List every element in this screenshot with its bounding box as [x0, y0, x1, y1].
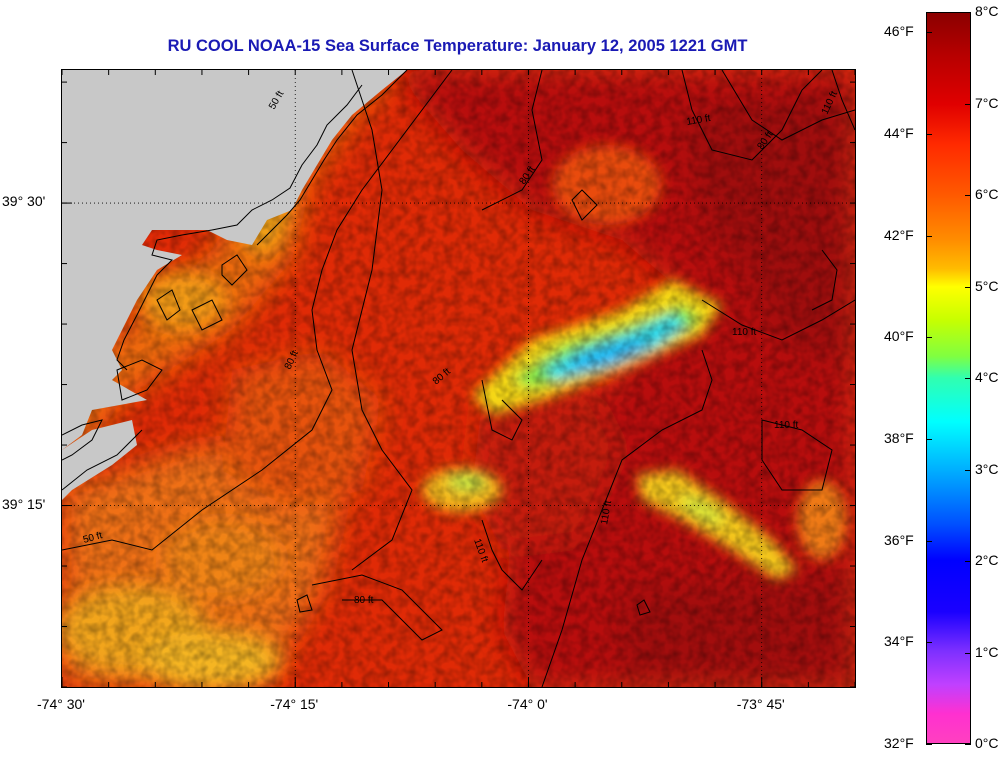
- map-title: RU COOL NOAA-15 Sea Surface Temperature:…: [167, 37, 748, 55]
- coastline-southern-tip: [62, 419, 103, 461]
- colorbar-f-tick: [926, 32, 932, 34]
- colorbar-fahrenheit-label: 38°F: [884, 430, 914, 446]
- marsh-outline-middle: [191, 299, 223, 331]
- colorbar-c-tick: [965, 652, 971, 654]
- coastline: [62, 70, 408, 491]
- axis-ticks: [62, 70, 855, 687]
- contour-50ft: [62, 70, 453, 551]
- colorbar-celsius-label: 4°C: [975, 369, 999, 385]
- colorbar-c-tick: [965, 286, 971, 288]
- colorbar-c-tick: [965, 12, 971, 13]
- colorbar-celsius-label: 2°C: [975, 552, 999, 568]
- colorbar-fahrenheit-label: 46°F: [884, 23, 914, 40]
- colorbar-f-tick: [926, 235, 932, 237]
- land-southern-tip: [62, 420, 137, 500]
- contour-label: 80 ft: [354, 595, 374, 606]
- bathymetry-contours: [62, 70, 855, 687]
- colorbar-celsius-label: 1°C: [975, 643, 999, 660]
- marsh-outline-north: [221, 254, 248, 286]
- colorbar-celsius-label: 7°C: [975, 94, 999, 111]
- contour-label: 50 ft: [82, 530, 104, 546]
- contour-110ft-east: [701, 299, 855, 341]
- coastline-bay: [116, 229, 213, 371]
- colorbar-f-tick: [926, 744, 932, 745]
- colorbar-f-tick: [926, 337, 932, 339]
- contour-80ft-central: [351, 70, 413, 571]
- contour-110ft-central: [481, 379, 523, 441]
- contour-80ft-north: [481, 70, 543, 211]
- coastline-south-shore: [62, 429, 143, 491]
- colorbar-c-tick: [965, 195, 971, 196]
- x-axis-label: -74° 30': [37, 696, 85, 712]
- sst-map-svg[interactable]: 80 ft 80 ft 80 ft 80 ft 80 ft 110 ft 110…: [62, 70, 855, 687]
- colorbar-fahrenheit-label: 40°F: [884, 328, 914, 345]
- x-axis-label: -74° 15': [270, 696, 319, 712]
- colorbar-fahrenheit-label: 42°F: [884, 226, 914, 243]
- colorbar-celsius-label: 6°C: [975, 186, 999, 202]
- contour-110ft-box-ne: [571, 189, 598, 221]
- contour-outline-small-2: [636, 599, 651, 616]
- land-mass: [62, 70, 407, 450]
- colorbar-c-tick: [965, 744, 971, 745]
- colorbar-celsius-label: 5°C: [975, 277, 999, 294]
- marsh-outline-south: [116, 359, 163, 401]
- colorbar-fahrenheit-label: 32°F: [884, 735, 914, 751]
- colorbar-f-tick: [926, 642, 932, 644]
- colorbar-celsius-label: 8°C: [975, 3, 999, 19]
- contour-80ft-northeast: [721, 70, 855, 141]
- contour-ne-edge: [831, 70, 855, 131]
- marsh-outline-bay-west: [156, 289, 181, 321]
- contour-110ft-north: [681, 70, 823, 161]
- colorbar-c-tick: [965, 469, 971, 471]
- x-axis-label: -74° 0': [507, 696, 548, 712]
- contour-label: 110 ft: [732, 327, 756, 338]
- colorbar-c-tick: [965, 378, 971, 379]
- colorbar-c-tick: [965, 561, 971, 562]
- contour-label: 110 ft: [599, 499, 614, 525]
- contour-offshore-east: [811, 249, 838, 311]
- coastline-inner: [211, 84, 363, 231]
- colorbar-c-tick: [965, 103, 971, 105]
- colorbar-f-tick: [926, 439, 932, 440]
- colorbar-celsius-label: 3°C: [975, 460, 999, 477]
- x-axis-label: -73° 45': [736, 696, 785, 712]
- contour-80ft-west: [311, 574, 443, 641]
- coastline-barrier-island: [256, 70, 408, 246]
- colorbar-fahrenheit-label: 34°F: [884, 633, 914, 650]
- contour-110ft-shelf: [541, 349, 713, 687]
- contour-label: 110 ft: [774, 420, 798, 431]
- colorbar-f-tick: [926, 134, 932, 135]
- colorbar-f-tick: [926, 540, 932, 542]
- colorbar-fahrenheit-label: 36°F: [884, 531, 914, 548]
- y-axis-label: 39° 30': [2, 193, 46, 210]
- sst-map[interactable]: 80 ft 80 ft 80 ft 80 ft 80 ft 110 ft 110…: [61, 69, 856, 688]
- contour-outline-small: [296, 594, 313, 613]
- contour-110ft-southeast: [761, 419, 833, 491]
- colorbar-fahrenheit-label: 44°F: [884, 125, 914, 141]
- y-axis-label: 39° 15': [2, 495, 46, 512]
- contour-label: 110 ft: [686, 113, 712, 128]
- colorbar-celsius-label: 0°C: [975, 735, 999, 751]
- colorbar: [926, 12, 971, 744]
- contour-110ft-south: [481, 519, 543, 591]
